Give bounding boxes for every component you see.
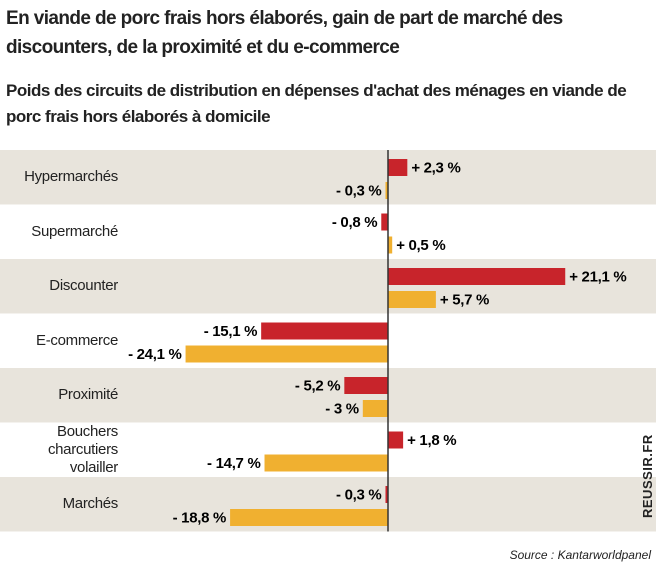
- value-label: - 14,7 %: [207, 455, 260, 472]
- value-label: - 0,8 %: [332, 214, 377, 231]
- chart-title: En viande de porc frais hors élaborés, g…: [6, 8, 563, 58]
- bar: [388, 431, 404, 449]
- category-label: E-commerce: [35, 331, 118, 349]
- category-label: Discounter: [49, 277, 118, 295]
- row-band: [0, 368, 656, 423]
- value-label: - 5,2 %: [295, 377, 340, 394]
- value-label: + 5,7 %: [440, 291, 489, 308]
- bar: [388, 268, 566, 285]
- bar: [388, 236, 393, 254]
- bar: [230, 509, 388, 526]
- value-label: + 21,1 %: [569, 268, 626, 285]
- value-label: - 18,8 %: [173, 509, 226, 526]
- bar: [381, 213, 388, 231]
- bar: [362, 400, 388, 417]
- category-label: Hypermarchés: [24, 168, 118, 186]
- chart-subtitle: Poids des circuits de distribution en dé…: [6, 81, 627, 126]
- row-band: [0, 150, 656, 205]
- category-label: Bouchers charcutiers volailler: [47, 422, 118, 476]
- bar: [261, 322, 388, 340]
- bar: [344, 377, 388, 394]
- bar: [388, 291, 436, 308]
- value-label: - 3 %: [325, 400, 359, 417]
- value-label: + 0,5 %: [396, 237, 445, 254]
- value-label: - 0,3 %: [336, 486, 381, 503]
- value-label: + 2,3 %: [411, 159, 460, 176]
- value-label: - 15,1 %: [204, 323, 257, 340]
- bar: [264, 454, 388, 472]
- category-label: Proximité: [58, 386, 118, 404]
- category-label: Supermarché: [31, 222, 118, 240]
- category-label: Marchés: [62, 495, 119, 513]
- value-label: - 24,1 %: [128, 346, 181, 363]
- value-label: - 0,3 %: [336, 182, 381, 199]
- bar: [388, 159, 408, 176]
- source: Source : Kantarworldpanel: [509, 548, 651, 562]
- credit: REUSSIR.FR: [640, 434, 655, 518]
- bar: [185, 345, 388, 363]
- bar: [385, 486, 388, 503]
- bar: [385, 182, 388, 199]
- value-label: + 1,8 %: [407, 432, 456, 449]
